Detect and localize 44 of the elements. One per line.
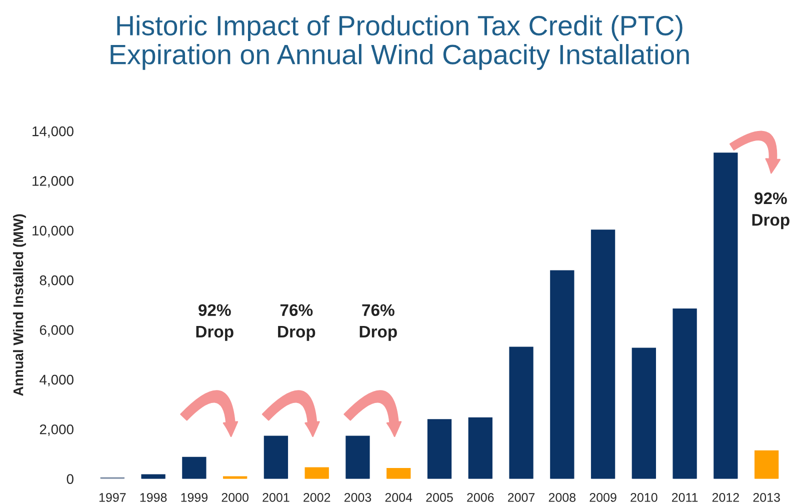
x-tick-label: 2013: [753, 493, 780, 502]
x-tick-label: 2005: [426, 493, 453, 502]
bar: [550, 270, 574, 479]
annotation: 76% Drop: [360, 304, 397, 341]
x-tick-label: 2007: [508, 493, 535, 502]
y-tick-label: 12,000: [32, 176, 74, 188]
bar: [304, 467, 329, 479]
y-tick-label: 6,000: [40, 325, 74, 337]
y-tick-label: 10,000: [32, 226, 74, 238]
x-tick-label: 2002: [304, 493, 330, 502]
y-tick-label: 0: [66, 474, 74, 484]
x-tick-label: 2001: [262, 493, 290, 502]
x-tick-label: 2004: [385, 493, 412, 502]
bar: [427, 419, 452, 479]
x-tick-label: 2008: [548, 493, 576, 502]
x-tick-label: 2010: [630, 493, 658, 502]
y-tick-label: 2,000: [40, 424, 74, 436]
bar: [509, 346, 534, 479]
bar: [386, 468, 411, 479]
chart-title: Historic Impact of Production Tax Credit (PTC) Expiration on Annual Wind Capacity Installation: [110, 15, 689, 70]
x-tick-label: 2009: [590, 493, 616, 502]
bar: [141, 474, 166, 479]
annotation: 92% Drop: [752, 192, 790, 230]
x-tick-label: 1998: [140, 493, 167, 502]
x-tick-label: 2003: [344, 493, 372, 502]
bar: [672, 308, 697, 479]
bar: [714, 152, 738, 479]
y-tick-label: 14,000: [32, 126, 74, 138]
x-tick-label: 2006: [467, 493, 494, 502]
y-tick-label: 8,000: [40, 275, 74, 287]
bar: [632, 348, 656, 479]
x-tick-label: 1999: [181, 493, 208, 502]
bar: [754, 450, 779, 479]
x-tick-label: 2000: [222, 493, 248, 502]
y-tick-label: 4,000: [40, 374, 74, 386]
annotation: 92% Drop: [196, 304, 234, 341]
x-tick-label: 2011: [672, 493, 698, 502]
bar: [590, 230, 616, 479]
x-tick-label: 2012: [712, 493, 739, 502]
annotation: 76% Drop: [278, 304, 316, 341]
bar: [468, 417, 492, 479]
x-tick-label: 1997: [99, 493, 126, 502]
bar: [182, 456, 206, 479]
y-axis-title: Annual Wind Installed (MW): [13, 214, 26, 396]
